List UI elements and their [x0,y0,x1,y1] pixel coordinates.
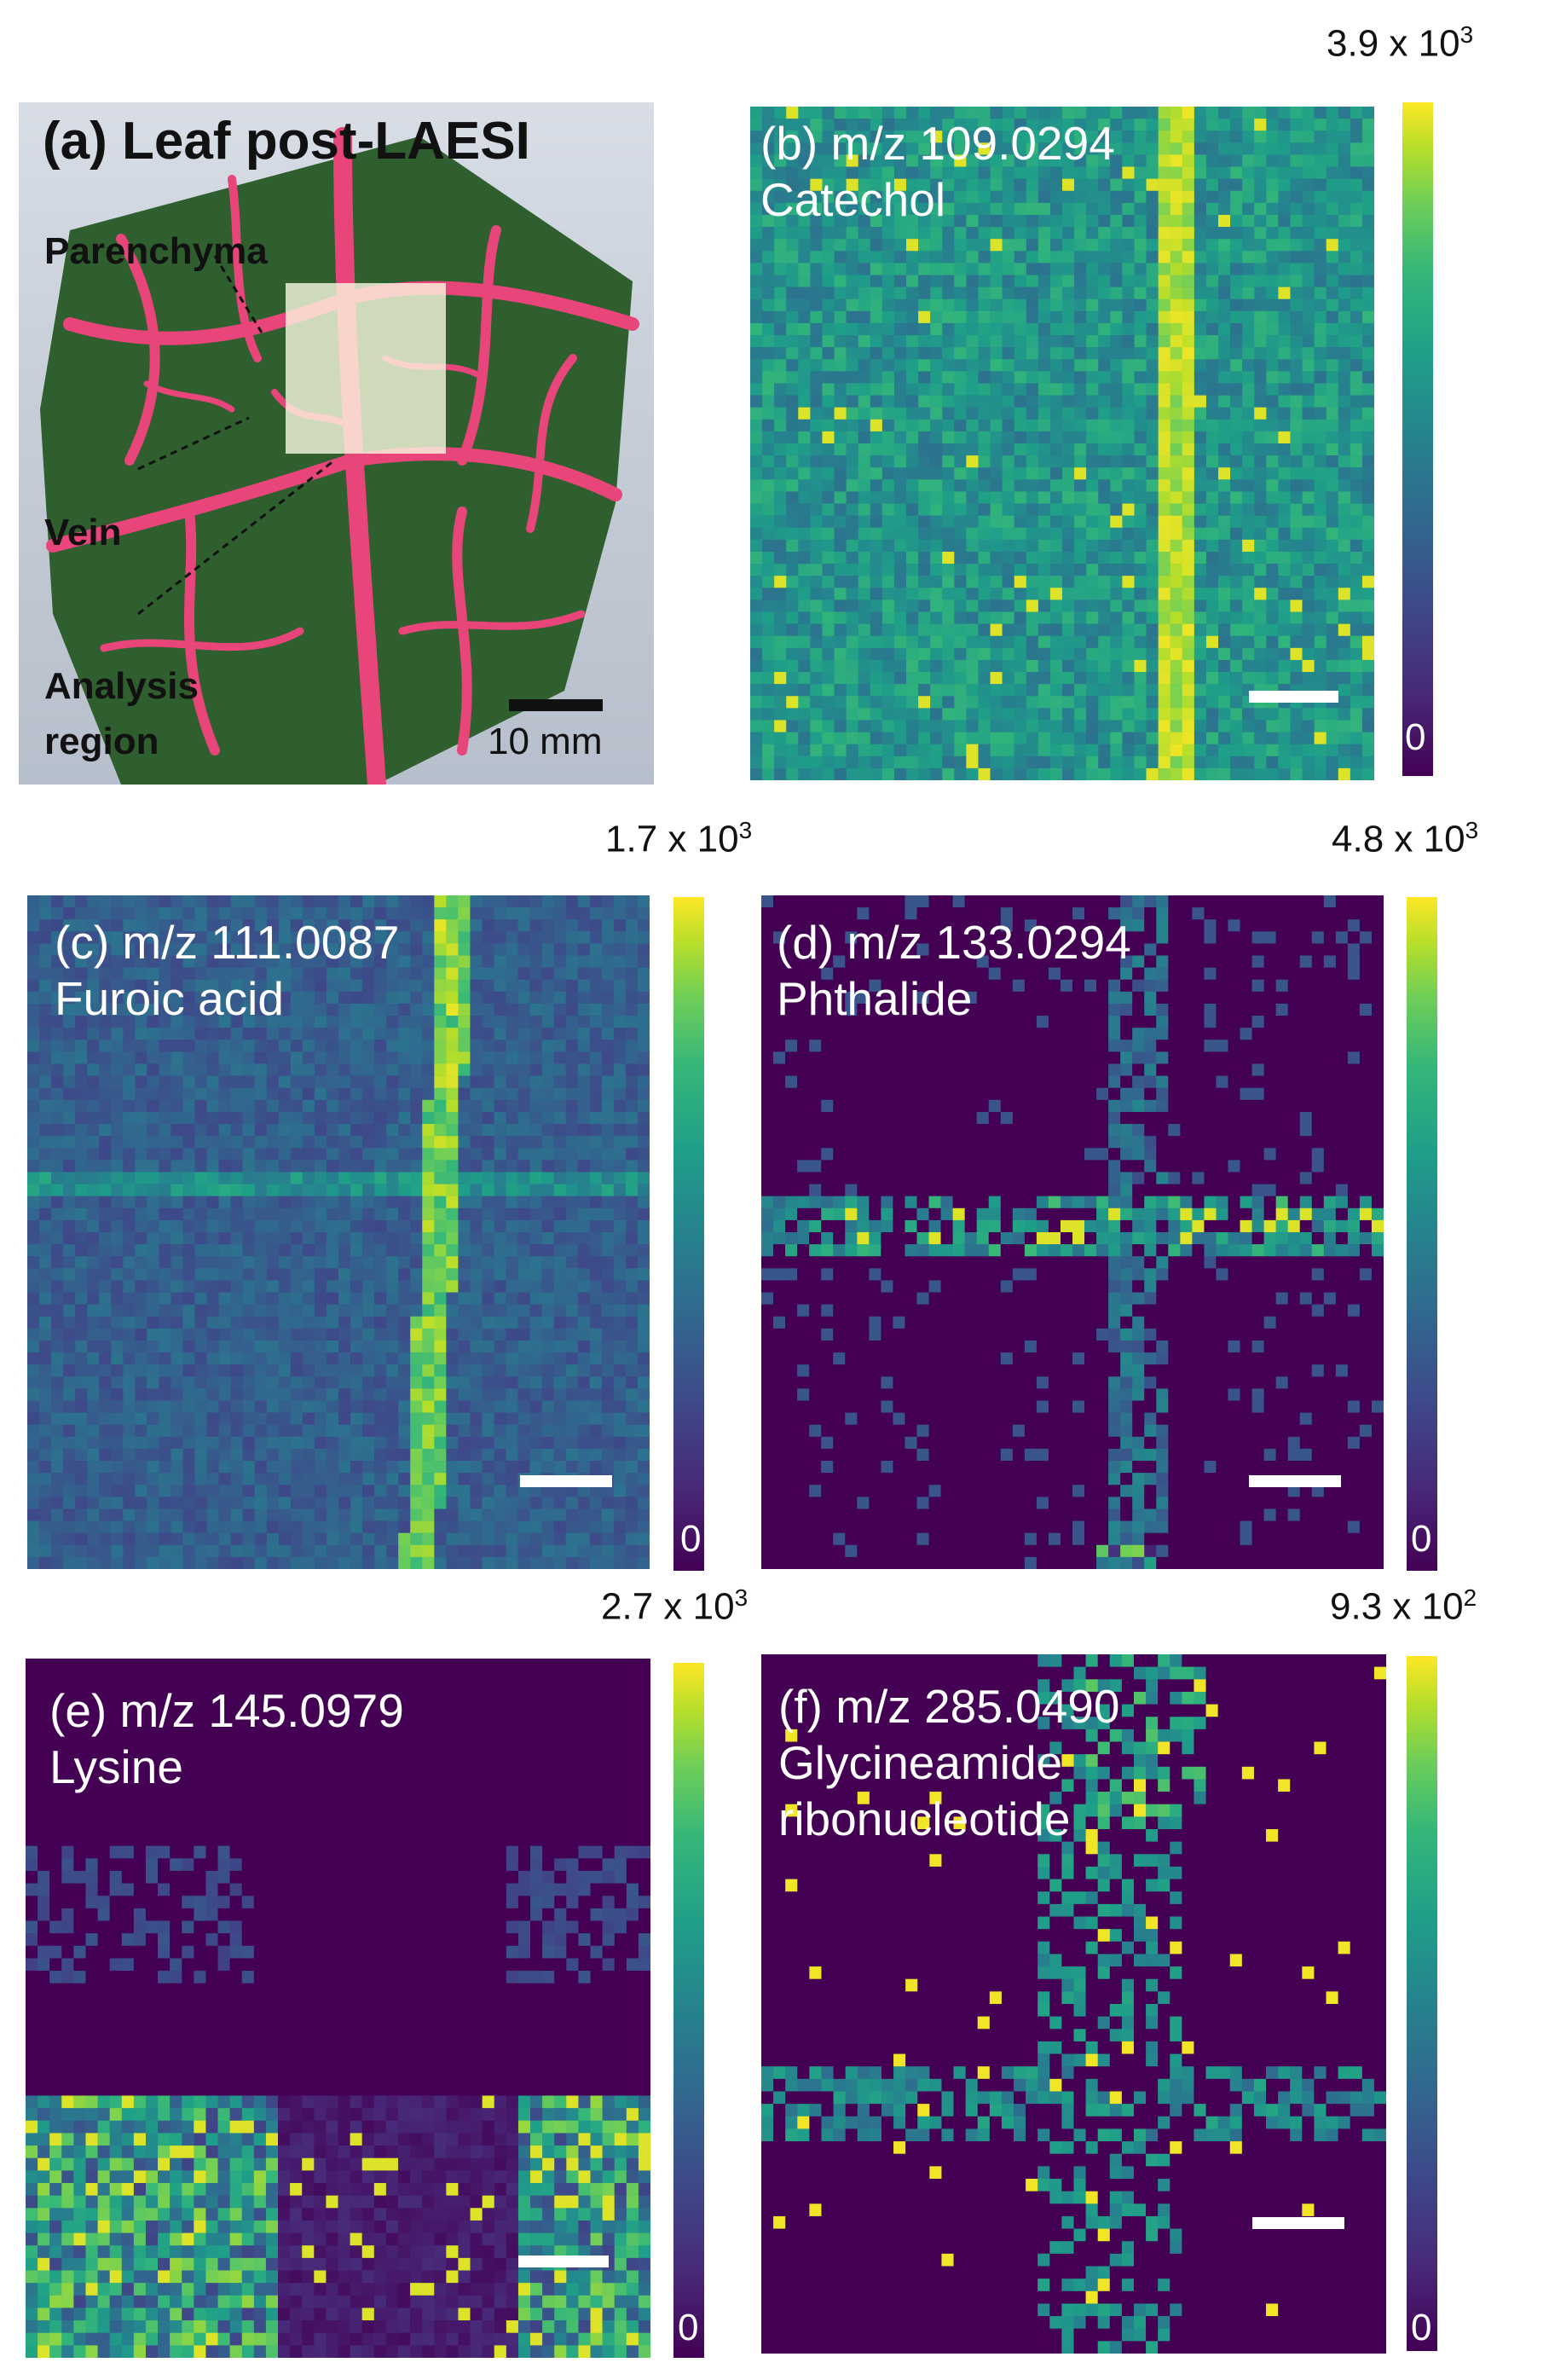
ion-image-lysine: (e) m/z 145.0979 Lysine [26,1659,650,2358]
colorbar-c-max: 1.7 x 103 [605,817,753,860]
panel-c-label-line2: Furoic acid [55,972,284,1025]
panel-d-label-line2: Phthalide [777,972,973,1025]
panel-f-label-line2: Glycineamide [778,1736,1063,1789]
ion-image-furoic-acid: (c) m/z 111.0087 Furoic acid [27,895,650,1569]
heatmap-grid-c [27,895,650,1569]
analysis-label-line1: Analysis [44,665,199,707]
vein-label: Vein [44,512,122,553]
panel-d-label-line1: (d) m/z 133.0294 [777,916,1131,969]
colorbar-d [1407,897,1437,1571]
colorbar-d-min: 0 [1411,1518,1432,1560]
panel-f-label-line1: (f) m/z 285.0490 [778,1680,1120,1733]
annotation-arrows [137,255,335,616]
colorbar-e-min: 0 [678,2307,699,2348]
panel-c-label-line1: (c) m/z 111.0087 [55,916,400,969]
colorbar-e-max: 2.7 x 103 [601,1584,748,1628]
panel-a-title: (a) Leaf post-LAESI [43,112,530,171]
ion-image-glycineamide-ribonucleotide: (f) m/z 285.0490 Glycineamide ribonucleo… [761,1654,1386,2354]
colorbar-c-min: 0 [680,1518,702,1560]
colorbar-e [673,1663,704,2358]
panel-e-label-line1: (e) m/z 145.0979 [49,1684,404,1737]
panel-b-label-line2: Catechol [760,173,946,226]
panel-d-scale-bar [1249,1475,1341,1487]
heatmap-grid-f [761,1654,1386,2354]
colorbar-f-min: 0 [1411,2307,1432,2348]
colorbar-f-max: 9.3 x 102 [1330,1584,1477,1628]
colorbar-b [1402,102,1433,776]
heatmap-grid-e [26,1659,650,2358]
colorbar-b-max: 3.9 x 103 [1326,21,1474,65]
parenchyma-label: Parenchyma [44,230,268,272]
panel-b-label-line1: (b) m/z 109.0294 [760,117,1115,170]
analysis-region-box [286,283,446,454]
ion-image-phthalide: (d) m/z 133.0294 Phthalide [761,895,1384,1569]
panel-b-scale-bar [1249,691,1338,703]
panel-e-scale-bar [518,2255,609,2267]
leaf-photo-illustration [40,127,639,785]
panel-f-label-line3: ribonucleotide [778,1792,1071,1845]
heatmap-grid-d [761,895,1384,1569]
colorbar-f [1407,1656,1437,2351]
panel-f-scale-bar [1252,2217,1344,2229]
analysis-label-line2: region [44,721,159,762]
colorbar-b-min: 0 [1405,716,1426,758]
panel-c-scale-bar [520,1475,612,1487]
ion-image-catechol: (b) m/z 109.0294 Catechol [750,107,1374,780]
photo-scale-bar [509,699,603,711]
colorbar-c [673,897,704,1571]
heatmap-grid-b [750,107,1374,780]
leaf-photo-panel: (a) Leaf post-LAESI Parenchyma Vein Anal… [19,102,654,785]
photo-scale-label: 10 mm [488,721,603,762]
colorbar-d-max: 4.8 x 103 [1332,817,1479,860]
panel-e-label-line2: Lysine [49,1740,183,1793]
